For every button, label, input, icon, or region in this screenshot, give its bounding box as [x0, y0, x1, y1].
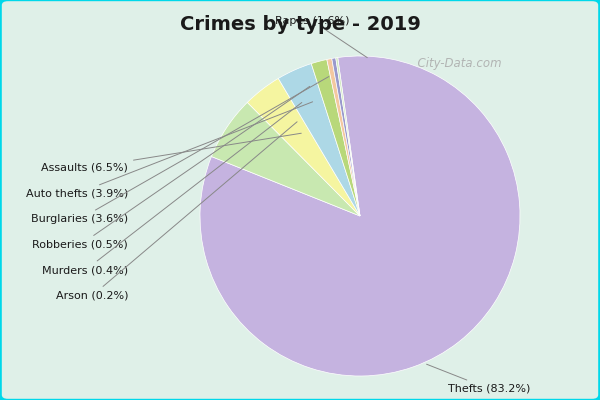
- Wedge shape: [211, 102, 360, 216]
- Text: Arson (0.2%): Arson (0.2%): [56, 122, 297, 301]
- Wedge shape: [247, 78, 360, 216]
- Wedge shape: [332, 58, 360, 216]
- Text: Rapes (1.6%): Rapes (1.6%): [275, 16, 367, 58]
- Wedge shape: [327, 58, 360, 216]
- Text: Crimes by type - 2019: Crimes by type - 2019: [179, 14, 421, 34]
- Text: Auto thefts (3.9%): Auto thefts (3.9%): [26, 102, 313, 198]
- Text: City-Data.com: City-Data.com: [410, 58, 502, 70]
- Wedge shape: [311, 60, 360, 216]
- Text: Thefts (83.2%): Thefts (83.2%): [427, 364, 530, 394]
- Text: Murders (0.4%): Murders (0.4%): [42, 102, 302, 275]
- Text: Assaults (6.5%): Assaults (6.5%): [41, 133, 301, 173]
- Wedge shape: [278, 64, 360, 216]
- Wedge shape: [200, 56, 520, 376]
- Wedge shape: [336, 58, 360, 216]
- Text: Burglaries (3.6%): Burglaries (3.6%): [31, 76, 329, 224]
- Text: Robberies (0.5%): Robberies (0.5%): [32, 86, 310, 250]
